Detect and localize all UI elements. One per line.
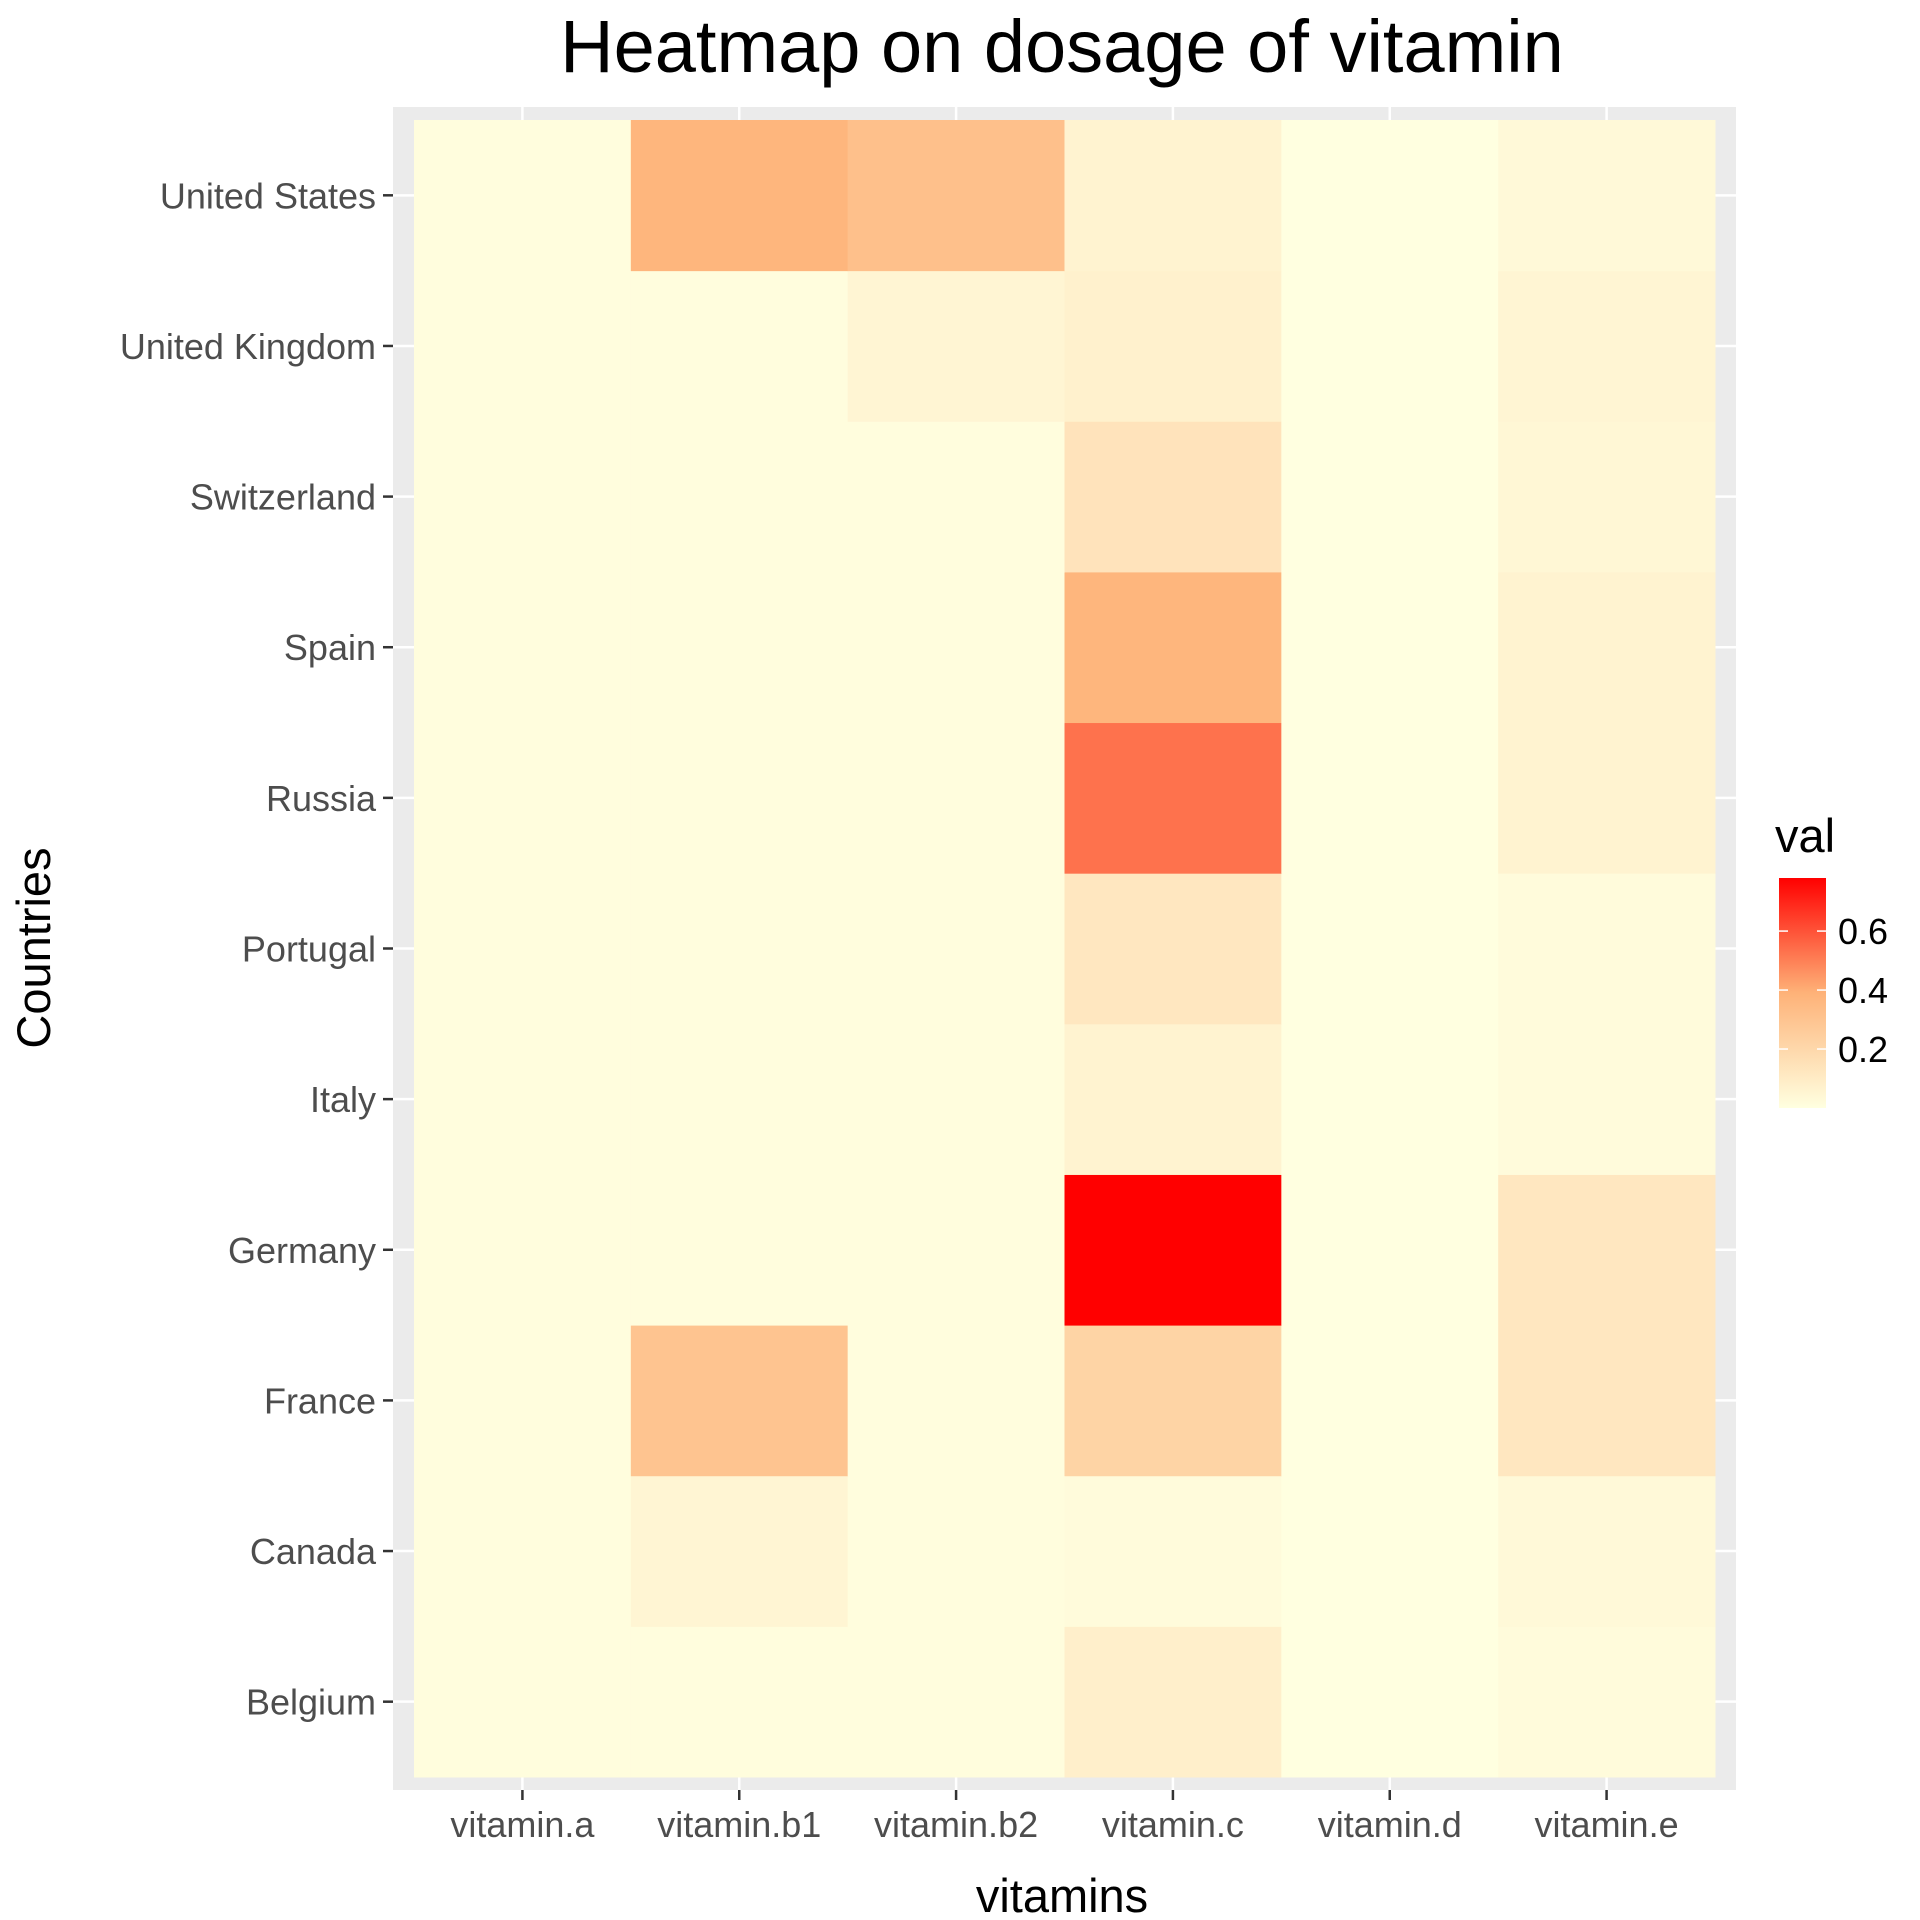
heatmap-cell <box>630 873 849 1025</box>
heatmap-cell <box>630 1325 849 1477</box>
heatmap-cell <box>1498 873 1716 1025</box>
heatmap-cell <box>847 1023 1065 1175</box>
heatmap-cells <box>414 120 1716 1778</box>
y-tick-label: Germany <box>228 1230 376 1271</box>
heatmap-cell <box>414 270 632 422</box>
heatmap-cell <box>414 1023 632 1175</box>
x-axis: vitamin.a vitamin.b1 vitamin.b2 vitamin.c vi… <box>450 1790 1679 1845</box>
heatmap-cell <box>630 1023 849 1175</box>
heatmap-cell <box>1281 1174 1499 1326</box>
y-tick-label: Belgium <box>246 1682 376 1723</box>
y-tick-label: Canada <box>250 1531 377 1572</box>
heatmap-cell <box>1498 571 1716 724</box>
heatmap-cell <box>1064 1475 1282 1627</box>
heatmap-cell <box>1064 1174 1282 1326</box>
heatmap-cell <box>847 873 1065 1025</box>
y-tick-label: United Kingdom <box>120 326 376 367</box>
legend-tick-label: 0.6 <box>1838 911 1888 952</box>
y-axis: Belgium Canada France Germany Italy Portugal R… <box>120 175 393 1723</box>
heatmap-cell <box>1281 1325 1499 1477</box>
heatmap-cell <box>414 873 632 1025</box>
heatmap-cell <box>1064 120 1282 272</box>
heatmap-cell <box>1281 1023 1499 1175</box>
heatmap-cell <box>1064 722 1282 874</box>
x-tick-label: vitamin.a <box>450 1804 595 1845</box>
x-tick-label: vitamin.b2 <box>874 1804 1038 1845</box>
heatmap-cell <box>847 571 1065 724</box>
heatmap-cell <box>1064 1325 1282 1477</box>
x-tick-label: vitamin.b1 <box>657 1804 821 1845</box>
heatmap-cell <box>1281 571 1499 724</box>
heatmap-cell <box>1498 1325 1716 1477</box>
heatmap-cell <box>1498 421 1716 573</box>
x-axis-title: vitamins <box>976 1869 1148 1920</box>
heatmap-cell <box>630 120 849 272</box>
heatmap-cell <box>847 722 1065 874</box>
heatmap-cell <box>630 421 849 573</box>
heatmap-cell <box>1281 873 1499 1025</box>
x-tick-label: vitamin.c <box>1102 1804 1244 1845</box>
heatmap-cell <box>847 1475 1065 1627</box>
heatmap-cell <box>630 270 849 422</box>
y-tick-label: Italy <box>310 1079 376 1120</box>
heatmap-cell <box>1064 1626 1282 1778</box>
y-tick-label: Switzerland <box>190 477 376 518</box>
legend-title: val <box>1775 809 1835 862</box>
heatmap-cell <box>414 571 632 724</box>
heatmap-cell <box>1281 1626 1499 1778</box>
legend-ticks: 0.2 0.4 0.6 <box>1779 911 1888 1070</box>
heatmap-cell <box>847 421 1065 573</box>
heatmap-cell <box>630 722 849 874</box>
heatmap-cell <box>1064 1023 1282 1175</box>
heatmap-cell <box>1498 270 1716 422</box>
heatmap-cell <box>847 1174 1065 1326</box>
heatmap-cell <box>847 1626 1065 1778</box>
legend-colorbar <box>1779 878 1826 1108</box>
heatmap-cell <box>1281 120 1499 272</box>
heatmap-cell <box>847 270 1065 422</box>
heatmap-cell <box>630 1626 849 1778</box>
heatmap-cell <box>1281 270 1499 422</box>
heatmap-cell <box>1498 1475 1716 1627</box>
y-tick-label: Russia <box>266 778 377 819</box>
heatmap-cell <box>1281 421 1499 573</box>
heatmap-cell <box>1064 270 1282 422</box>
legend-tick-label: 0.2 <box>1838 1029 1888 1070</box>
heatmap-cell <box>847 120 1065 272</box>
chart-title: Heatmap on dosage of vitamin <box>560 5 1564 88</box>
y-axis-title: Countries <box>7 847 60 1048</box>
legend-tick-label: 0.4 <box>1838 970 1888 1011</box>
heatmap-cell <box>414 1475 632 1627</box>
heatmap-cell <box>414 120 632 272</box>
y-tick-label: Portugal <box>242 929 376 970</box>
y-tick-label: Spain <box>284 627 376 668</box>
heatmap-cell <box>1064 421 1282 573</box>
y-tick-label: France <box>264 1380 376 1421</box>
y-tick-label: United States <box>160 175 376 216</box>
x-tick-label: vitamin.e <box>1535 1804 1679 1845</box>
color-legend: val 0.2 0.4 0.6 <box>1775 809 1888 1108</box>
heatmap-cell <box>1498 1023 1716 1175</box>
heatmap-cell <box>414 1174 632 1326</box>
heatmap-cell <box>414 421 632 573</box>
heatmap-cell <box>414 722 632 874</box>
heatmap-cell <box>1281 722 1499 874</box>
heatmap-cell <box>630 571 849 724</box>
heatmap-cell <box>1498 1626 1716 1778</box>
heatmap-cell <box>414 1626 632 1778</box>
heatmap-cell <box>1498 120 1716 272</box>
heatmap-cell <box>414 1325 632 1477</box>
heatmap-cell <box>1498 722 1716 874</box>
heatmap-cell <box>1498 1174 1716 1326</box>
heatmap-cell <box>1064 571 1282 724</box>
x-tick-label: vitamin.d <box>1318 1804 1462 1845</box>
heatmap-cell <box>630 1475 849 1627</box>
heatmap-cell <box>1064 873 1282 1025</box>
heatmap-cell <box>1281 1475 1499 1627</box>
heatmap-cell <box>630 1174 849 1326</box>
heatmap-cell <box>847 1325 1065 1477</box>
